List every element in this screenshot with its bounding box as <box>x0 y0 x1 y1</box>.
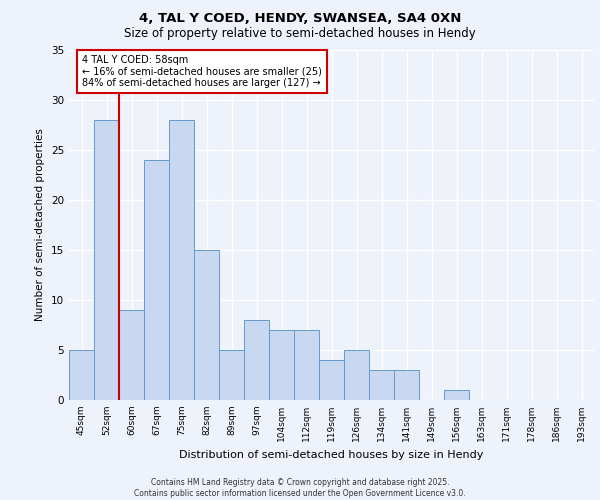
X-axis label: Distribution of semi-detached houses by size in Hendy: Distribution of semi-detached houses by … <box>179 450 484 460</box>
Bar <box>119 310 144 400</box>
Bar <box>444 390 469 400</box>
Bar <box>219 350 244 400</box>
Bar <box>369 370 394 400</box>
Y-axis label: Number of semi-detached properties: Number of semi-detached properties <box>35 128 46 322</box>
Bar <box>269 330 294 400</box>
Text: 4 TAL Y COED: 58sqm
← 16% of semi-detached houses are smaller (25)
84% of semi-d: 4 TAL Y COED: 58sqm ← 16% of semi-detach… <box>82 55 322 88</box>
Bar <box>144 160 169 400</box>
Bar <box>319 360 344 400</box>
Bar <box>69 350 94 400</box>
Bar <box>194 250 219 400</box>
Bar <box>169 120 194 400</box>
Bar <box>294 330 319 400</box>
Bar <box>344 350 369 400</box>
Text: 4, TAL Y COED, HENDY, SWANSEA, SA4 0XN: 4, TAL Y COED, HENDY, SWANSEA, SA4 0XN <box>139 12 461 26</box>
Bar <box>394 370 419 400</box>
Bar <box>94 120 119 400</box>
Bar <box>244 320 269 400</box>
Text: Size of property relative to semi-detached houses in Hendy: Size of property relative to semi-detach… <box>124 28 476 40</box>
Text: Contains HM Land Registry data © Crown copyright and database right 2025.
Contai: Contains HM Land Registry data © Crown c… <box>134 478 466 498</box>
